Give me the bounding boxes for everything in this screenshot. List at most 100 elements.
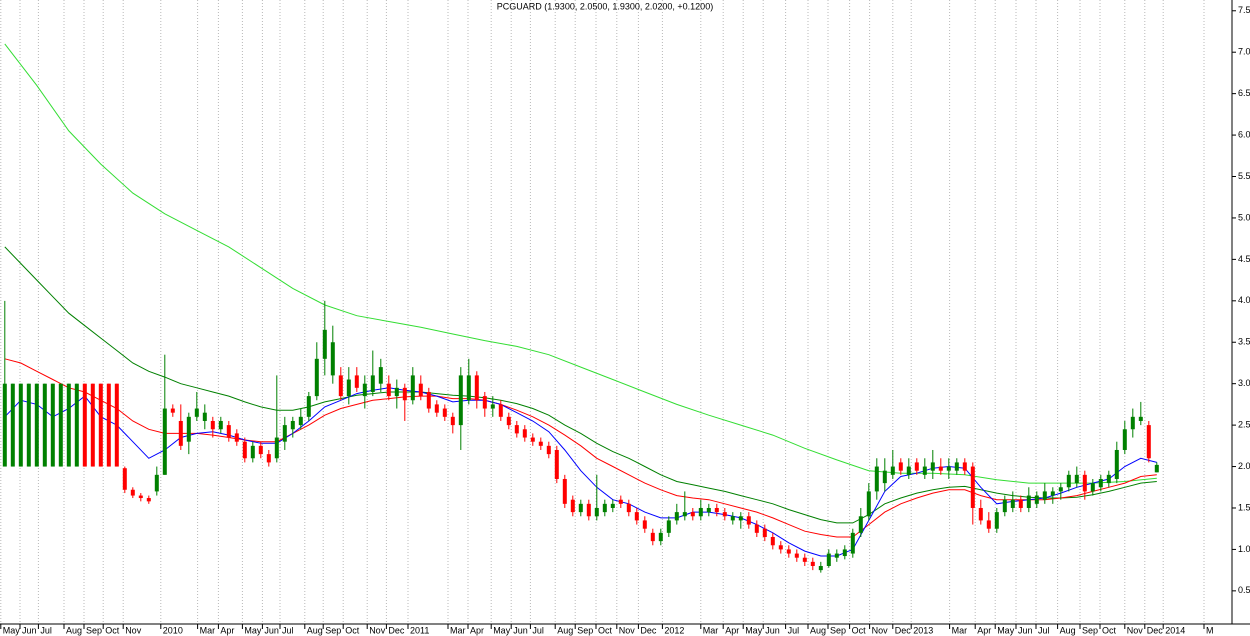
candle-body bbox=[242, 441, 247, 459]
x-tick-label: Jun bbox=[1018, 625, 1033, 635]
chart-title: PCGUARD (1.9300, 2.0500, 1.9300, 2.0200,… bbox=[497, 1, 713, 11]
x-tick-label: Oct bbox=[1102, 625, 1117, 635]
x-tick-label: Apr bbox=[220, 625, 234, 635]
candle-body bbox=[274, 437, 279, 459]
candle-body bbox=[1050, 491, 1055, 496]
candle-body bbox=[618, 499, 623, 504]
candle-body bbox=[538, 441, 543, 446]
candle-body bbox=[130, 489, 135, 496]
y-tick-label: 7.0 bbox=[1238, 47, 1250, 57]
x-tick-label: Jul bbox=[40, 625, 52, 635]
candle-body bbox=[314, 358, 319, 397]
candle-body bbox=[282, 425, 287, 442]
x-tick-label: Mar bbox=[200, 625, 216, 635]
candle-body bbox=[106, 383, 111, 467]
candle-body bbox=[802, 557, 807, 562]
candle-body bbox=[170, 408, 175, 413]
candle-body bbox=[258, 445, 263, 455]
candle-body bbox=[410, 375, 415, 401]
candle-body bbox=[146, 498, 151, 502]
candle-body bbox=[1002, 499, 1007, 513]
candle-body bbox=[786, 549, 791, 554]
axes: 0.5 1.0 1.5 2.0 2.5 3.0 3.5 4.0 4.5 5.0 5.5 6.0 6.5 7… bbox=[0, 5, 1250, 635]
x-tick-label: Aug bbox=[557, 625, 573, 635]
candle-body bbox=[722, 512, 727, 517]
candle-body bbox=[10, 383, 15, 467]
candle-body bbox=[154, 474, 159, 492]
plot bbox=[2, 43, 1159, 573]
candle-body bbox=[1058, 487, 1063, 492]
candle-body bbox=[394, 387, 399, 397]
candle-body bbox=[522, 429, 527, 438]
candle-body bbox=[354, 375, 359, 388]
x-tick-label: Nov bbox=[125, 625, 142, 635]
candle-body bbox=[362, 383, 367, 397]
candle-body bbox=[1114, 449, 1119, 479]
candle-body bbox=[458, 375, 463, 426]
candle-body bbox=[562, 478, 567, 504]
candle-body bbox=[250, 445, 255, 459]
candle-body bbox=[554, 449, 559, 479]
candle-body bbox=[970, 466, 975, 508]
candle-body bbox=[290, 420, 295, 430]
x-tick-label: Sep bbox=[86, 625, 102, 635]
candle-body bbox=[1106, 474, 1111, 484]
candle-body bbox=[778, 545, 783, 550]
candle-body bbox=[322, 329, 327, 359]
x-tick-label: Jul bbox=[532, 625, 544, 635]
x-tick-label: Mar bbox=[703, 625, 719, 635]
x-tick-label: Mar bbox=[952, 625, 968, 635]
candle-body bbox=[1090, 483, 1095, 492]
candle-body bbox=[1130, 416, 1135, 430]
candle-body bbox=[178, 420, 183, 446]
candle-body bbox=[666, 520, 671, 533]
grid bbox=[0, 0, 1205, 624]
x-tick-label: May bbox=[244, 625, 262, 635]
x-tick-label: Apr bbox=[977, 625, 991, 635]
x-tick-label: Nov bbox=[872, 625, 889, 635]
candle-body bbox=[738, 516, 743, 521]
candle-body bbox=[234, 433, 239, 442]
x-tick-label: Apr bbox=[725, 625, 739, 635]
x-tick-label: Aug bbox=[66, 625, 82, 635]
candle-body bbox=[938, 466, 943, 471]
candle-body bbox=[1082, 474, 1087, 492]
x-tick-label: Nov bbox=[619, 625, 636, 635]
candle-body bbox=[794, 553, 799, 558]
candle-body bbox=[202, 412, 207, 421]
candle-body bbox=[74, 383, 79, 467]
candle-body bbox=[610, 503, 615, 508]
candle-body bbox=[874, 466, 879, 492]
candle-body bbox=[946, 466, 951, 471]
candle-body bbox=[770, 536, 775, 546]
x-tick-label: Jun bbox=[22, 625, 37, 635]
candle-body bbox=[466, 375, 471, 401]
candle-body bbox=[90, 383, 95, 467]
candle-body bbox=[730, 516, 735, 521]
x-tick-label: Aug bbox=[810, 625, 826, 635]
y-tick-label: 3.0 bbox=[1238, 378, 1250, 388]
candle-body bbox=[338, 375, 343, 397]
candle-body bbox=[594, 507, 599, 517]
x-tick-label: M bbox=[1206, 625, 1214, 635]
candle-body bbox=[1098, 478, 1103, 488]
candle-body bbox=[498, 404, 503, 417]
candle-body bbox=[674, 512, 679, 521]
candle-body bbox=[482, 396, 487, 409]
candle-body bbox=[994, 512, 999, 529]
candle-body bbox=[402, 387, 407, 401]
candle-body bbox=[586, 503, 591, 517]
candle-body bbox=[50, 383, 55, 467]
candle-body bbox=[642, 520, 647, 529]
candle-body bbox=[186, 416, 191, 442]
candle-body bbox=[194, 408, 199, 417]
candle-body bbox=[138, 495, 143, 499]
candle-body bbox=[162, 408, 167, 475]
y-tick-label: 5.5 bbox=[1238, 171, 1250, 181]
candle-body bbox=[1066, 474, 1071, 488]
candle-body bbox=[930, 462, 935, 471]
candle-body bbox=[386, 383, 391, 397]
x-tick-label: Aug bbox=[1060, 625, 1076, 635]
